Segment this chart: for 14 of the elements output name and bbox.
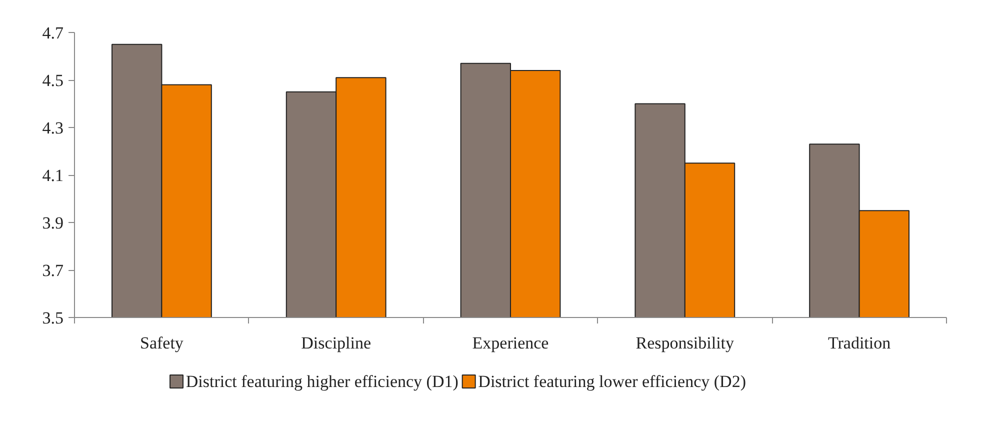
x-tick-label: Discipline: [301, 334, 372, 352]
legend-label: District featuring lower efficiency (D2): [478, 372, 746, 391]
y-tick-label: 3.5: [42, 308, 64, 328]
y-tick-label: 3.7: [42, 261, 64, 280]
x-tick-label: Responsibility: [636, 334, 735, 352]
y-tick-label: 4.7: [42, 24, 64, 42]
x-tick-label: Safety: [140, 334, 184, 352]
y-tick-label: 4.1: [42, 166, 64, 185]
y-tick-label: 4.5: [42, 71, 64, 90]
legend-label: District featuring higher efficiency (D1): [186, 372, 458, 391]
y-tick-label: 4.3: [42, 118, 64, 138]
y-tick-label: 3.9: [42, 214, 64, 232]
x-tick-label: Tradition: [828, 334, 892, 352]
x-tick-label: Experience: [472, 334, 549, 352]
